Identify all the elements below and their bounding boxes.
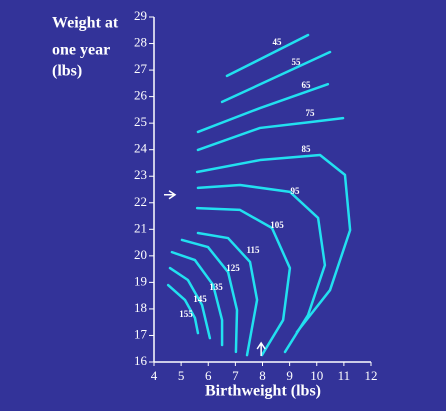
x-tick-label: 10	[310, 368, 323, 383]
y-tick-label: 26	[134, 88, 148, 103]
x-tick-label: 5	[178, 368, 185, 383]
contour-line	[195, 153, 352, 334]
y-tick-label: 17	[134, 326, 148, 341]
contour-label: 125	[226, 263, 240, 273]
x-tick-label: 8	[259, 368, 266, 383]
y-axis-label: one year	[52, 42, 110, 59]
y-tick-label: 19	[134, 273, 147, 288]
x-axis-label: Birthweight (lbs)	[205, 383, 321, 400]
contour-line	[195, 206, 292, 357]
x-tick-label: 7	[232, 368, 239, 383]
y-tick-label: 28	[134, 35, 147, 50]
contour-line	[220, 50, 332, 104]
x-tick-label: 6	[205, 368, 212, 383]
contour-line	[196, 82, 330, 134]
y-axis-label: Weight at	[52, 15, 119, 32]
contour-label: 105	[270, 220, 284, 230]
contour-line	[168, 266, 212, 340]
contour-line	[180, 238, 239, 354]
x-tick-label: 9	[286, 368, 293, 383]
x-tick-label: 11	[338, 368, 351, 383]
y-tick-label: 27	[134, 61, 148, 76]
contour-line	[170, 250, 224, 347]
y-axis-label: (lbs)	[52, 63, 82, 80]
y-tick-label: 25	[134, 114, 147, 129]
contour-line	[225, 33, 310, 78]
contour-line	[196, 231, 259, 357]
contour-label: 55	[292, 57, 302, 67]
contour-label: 145	[193, 294, 207, 304]
contour-line	[196, 116, 345, 152]
contour-label: 75	[306, 108, 316, 118]
arrow-x	[256, 341, 266, 356]
y-tick-label: 24	[134, 141, 148, 156]
y-tick-label: 29	[134, 8, 147, 23]
y-tick-label: 16	[134, 353, 148, 368]
x-tick-label: 4	[151, 368, 158, 383]
y-tick-label: 23	[134, 167, 147, 182]
y-tick-label: 21	[134, 220, 147, 235]
contour-label: 95	[291, 186, 301, 196]
arrow-y	[164, 190, 177, 200]
y-tick-label: 22	[134, 194, 147, 209]
contour-label: 85	[302, 144, 312, 154]
contour-label: 155	[179, 309, 193, 319]
contour-line	[166, 283, 200, 335]
contour-line	[196, 183, 327, 354]
contour-label: 115	[246, 245, 260, 255]
y-tick-label: 18	[134, 300, 147, 315]
x-tick-label: 12	[365, 368, 378, 383]
contour-label: 135	[209, 282, 223, 292]
contour-label: 65	[302, 80, 312, 90]
y-tick-label: 20	[134, 247, 147, 262]
contour-label: 45	[273, 37, 283, 47]
